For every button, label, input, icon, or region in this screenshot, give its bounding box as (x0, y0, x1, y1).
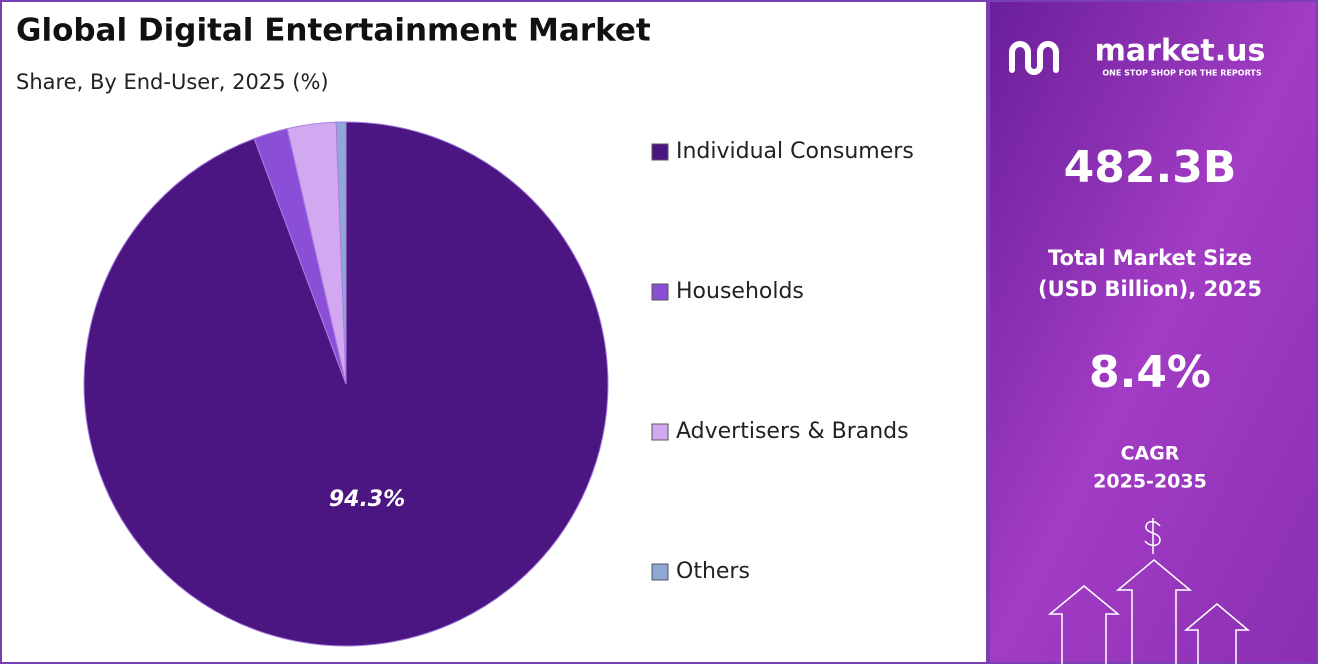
arrows-decoration (1047, 518, 1251, 664)
legend-swatch (651, 143, 669, 161)
legend-label: Households (676, 279, 804, 304)
pie-slice (335, 121, 347, 385)
market-size: 482.3B (1064, 142, 1237, 193)
market-size-label: (USD Billion), 2025 (1038, 277, 1262, 301)
data-label: 94.3% (329, 487, 405, 512)
side-panel (988, 0, 1318, 664)
legend-label: Others (676, 559, 750, 584)
chart-subtitle: Share, By End-User, 2025 (%) (16, 70, 329, 94)
legend-label: Advertisers & Brands (676, 419, 909, 444)
legend-swatch (651, 423, 669, 441)
market-size-label: Total Market Size (1048, 246, 1252, 270)
cagr-label: 2025-2035 (1093, 471, 1207, 493)
tagline: ONE STOP SHOP FOR THE REPORTS (1102, 69, 1261, 78)
legend-swatch (651, 563, 669, 581)
legend: Individual Consumers Households Advertiser… (651, 139, 914, 584)
legend-swatch (651, 283, 669, 301)
pie: 94.3% (83, 121, 609, 647)
brand: market.us (1095, 34, 1266, 69)
cagr-label: CAGR (1121, 443, 1180, 465)
cagr: 8.4% (1089, 347, 1211, 398)
legend-label: Individual Consumers (676, 139, 914, 164)
logo-mark (1009, 41, 1059, 75)
chart-title: Global Digital Entertainment Market (16, 13, 651, 49)
logo: market.us ONE STOP SHOP FOR THE REPORTS (1009, 34, 1266, 78)
